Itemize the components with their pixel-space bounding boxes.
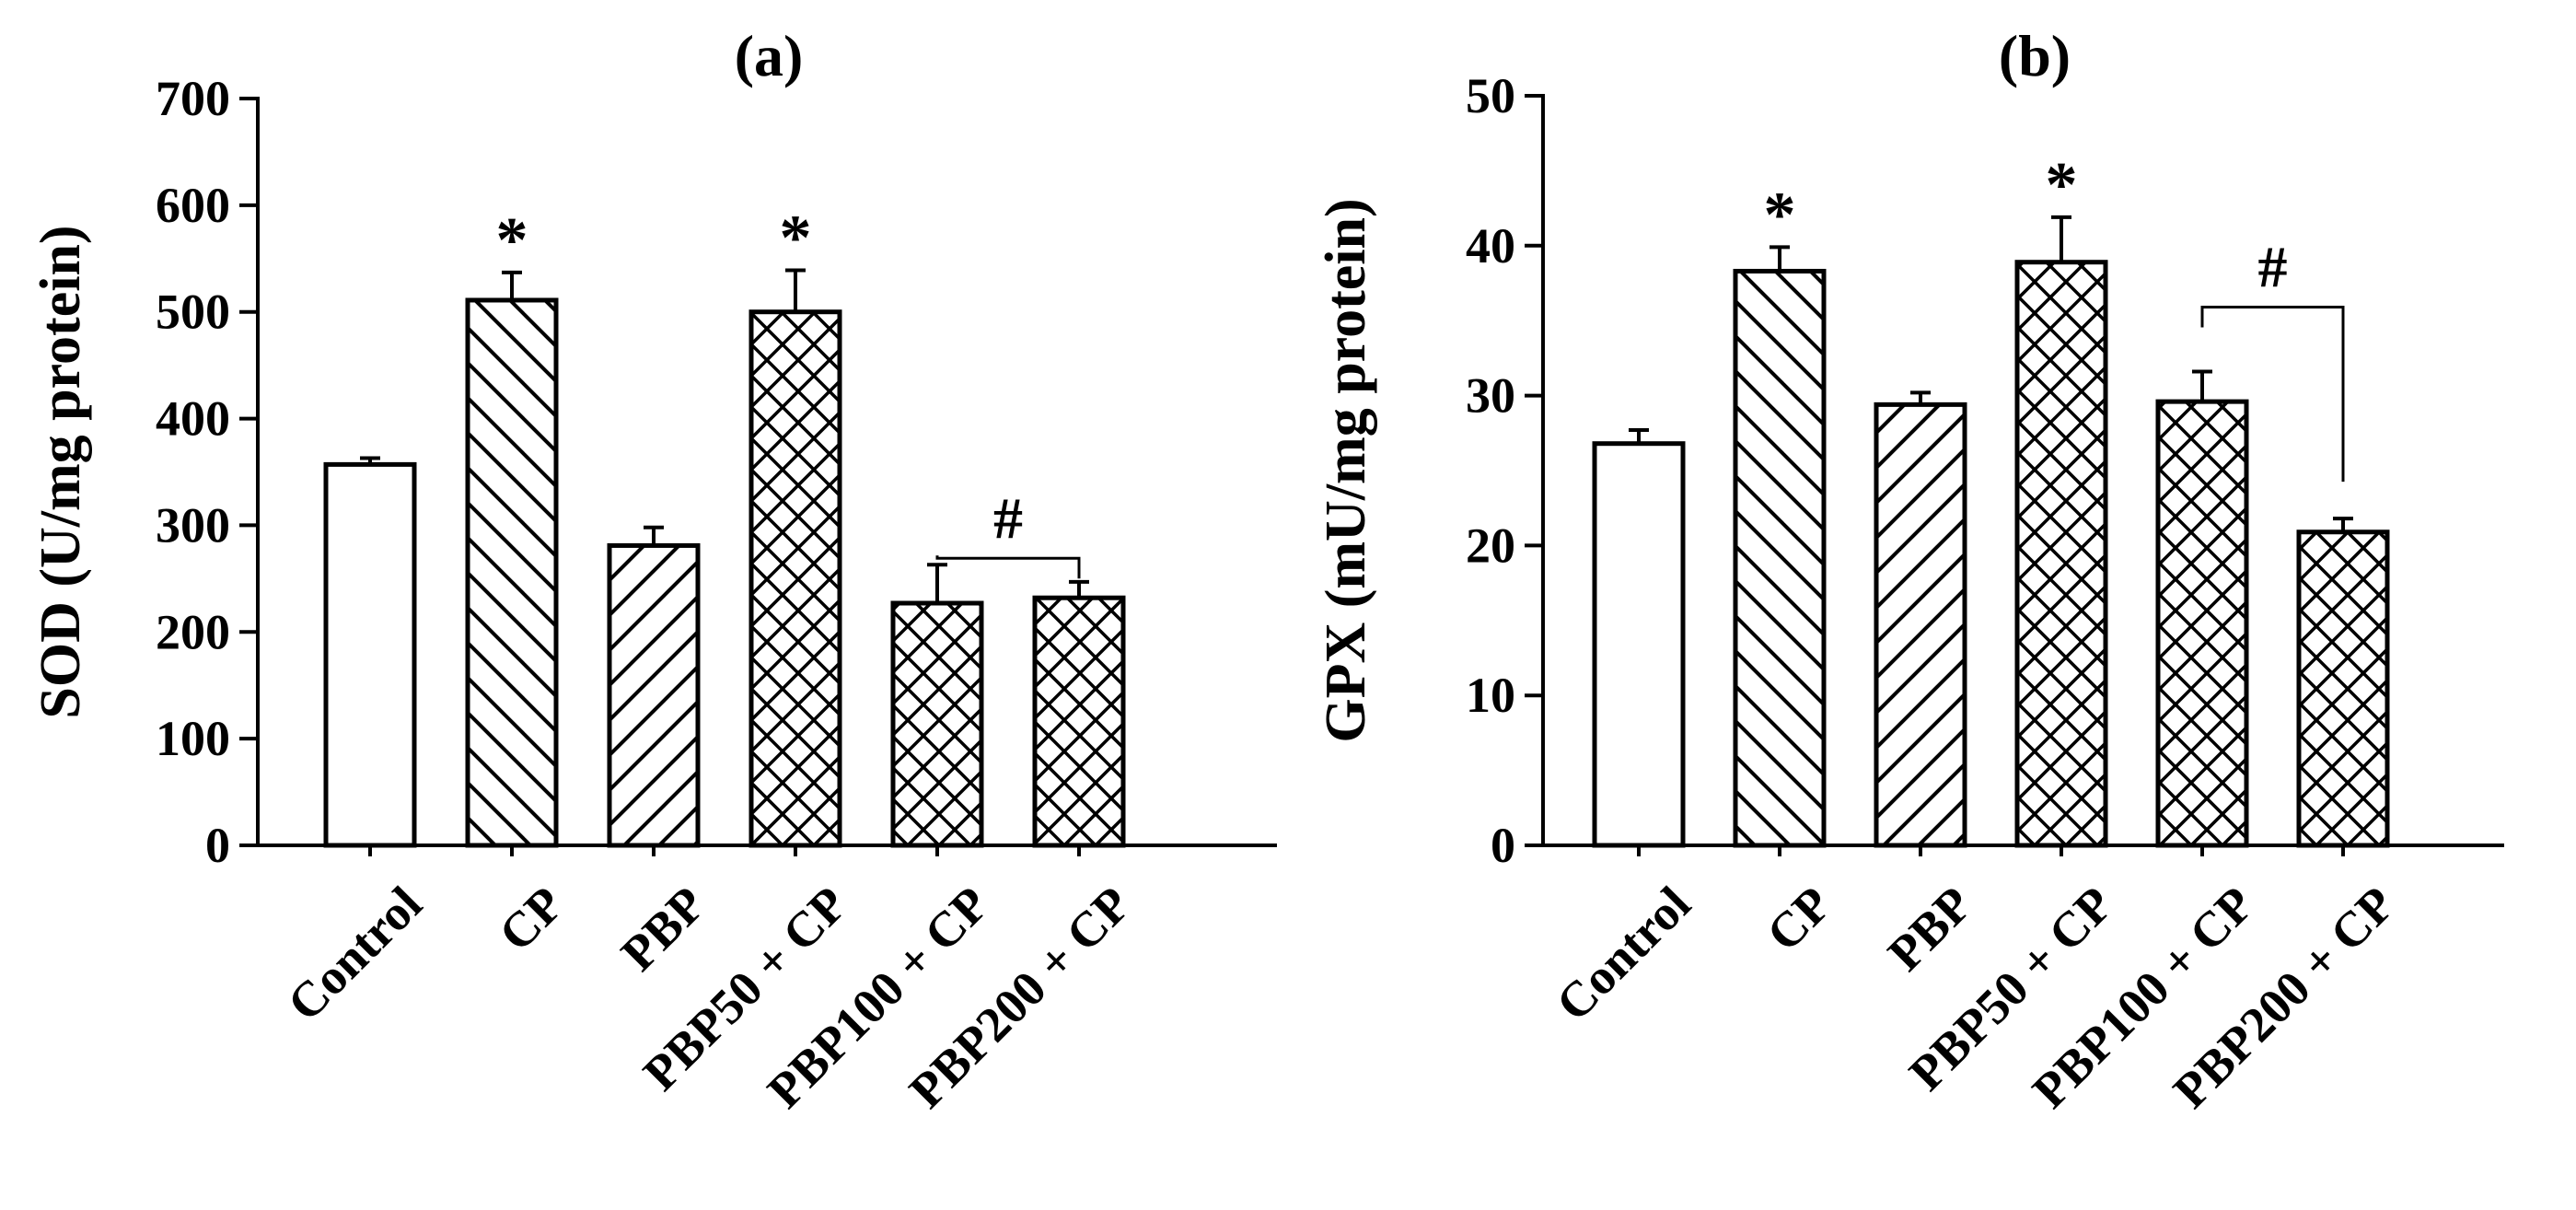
- bar-cp: [465, 297, 559, 848]
- chart-title: (a): [735, 23, 804, 88]
- x-tick-label: CP: [1756, 876, 1841, 961]
- bar-cp: [1733, 268, 1827, 848]
- chart-panel-b: (b) GPX (mU/mg protein) 0 10 20 30 40 50 Control…: [1315, 23, 2504, 1119]
- bar-pbp: [1874, 401, 1967, 848]
- significance-marker: *: [1764, 180, 1796, 250]
- y-tick-label: 0: [205, 818, 230, 873]
- chart-title: (b): [1999, 23, 2071, 88]
- y-tick-label: 50: [1466, 68, 1515, 123]
- y-tick-label: 0: [1491, 818, 1515, 873]
- y-tick-label: 20: [1466, 518, 1515, 573]
- bar-pbp50-cp: [2014, 260, 2108, 848]
- significance-hash: #: [993, 485, 1023, 551]
- y-tick-label: 30: [1466, 368, 1515, 424]
- chart-panel-a: (a) SOD (U/mg protein) 0 100 200 300 400 500 600…: [29, 23, 1277, 1119]
- x-tick-label: Control: [277, 876, 433, 1031]
- y-axis-label: SOD (U/mg protein): [29, 225, 92, 718]
- y-tick-label: 10: [1466, 668, 1515, 723]
- y-tick-label: 200: [156, 604, 230, 659]
- x-tick-label: CP: [488, 876, 574, 961]
- y-tick-label: 100: [156, 711, 230, 766]
- significance-marker: *: [2046, 150, 2078, 221]
- significance-bracket: [935, 555, 1081, 579]
- y-tick-label: 500: [156, 285, 230, 340]
- bar-pbp100-cp: [2155, 399, 2249, 848]
- significance-hash: #: [2258, 235, 2288, 300]
- bar-pbp: [607, 542, 701, 848]
- y-axis-label: GPX (mU/mg protein): [1315, 198, 1377, 742]
- y-tick-label: 300: [156, 497, 230, 553]
- bar-pbp50-cp: [748, 309, 842, 848]
- bar-pbp200-cp: [1032, 595, 1126, 848]
- y-tick-label: 400: [156, 391, 230, 447]
- significance-bracket: [2200, 306, 2345, 483]
- x-tick-label: Control: [1546, 876, 1701, 1031]
- bar-control: [1592, 441, 1686, 848]
- y-tick-label: 600: [156, 178, 230, 233]
- significance-marker: *: [780, 204, 812, 274]
- significance-marker: *: [496, 205, 528, 276]
- bar-pbp100-cp: [890, 600, 984, 848]
- bar-pbp200-cp: [2296, 529, 2390, 848]
- bar-control: [323, 461, 417, 848]
- x-tick-label: PBP: [610, 876, 716, 982]
- y-tick-label: 40: [1466, 218, 1515, 273]
- y-tick-label: 700: [156, 71, 230, 126]
- x-tick-label: PBP: [1877, 876, 1983, 982]
